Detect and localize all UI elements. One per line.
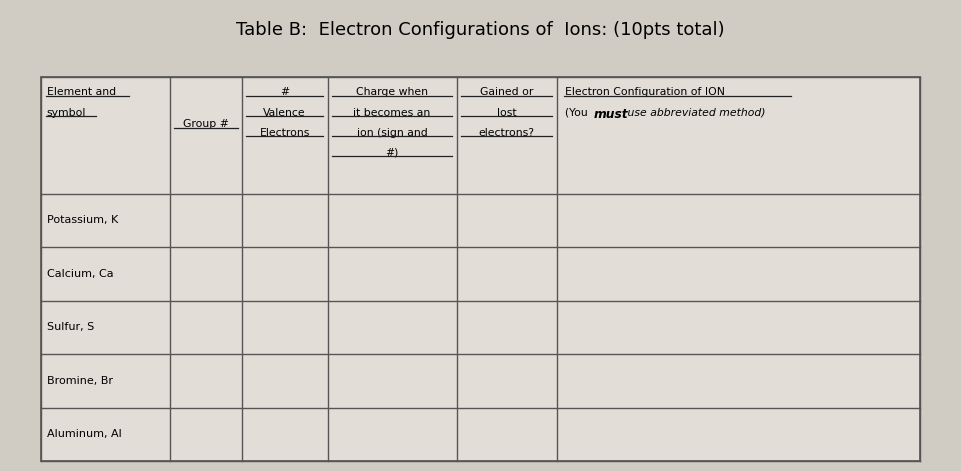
Text: must: must — [593, 107, 628, 121]
Text: use abbreviated method): use abbreviated method) — [624, 107, 765, 117]
Text: electrons?: electrons? — [479, 128, 534, 138]
Text: Element and: Element and — [47, 88, 116, 97]
Text: Electrons: Electrons — [259, 128, 309, 138]
Text: Charge when: Charge when — [357, 88, 428, 97]
Text: Calcium, Ca: Calcium, Ca — [47, 269, 113, 279]
Text: Aluminum, Al: Aluminum, Al — [47, 430, 121, 439]
Text: Table B:  Electron Configurations of  Ions: (10pts total): Table B: Electron Configurations of Ions… — [236, 21, 725, 40]
Text: lost: lost — [497, 107, 517, 117]
Text: Sulfur, S: Sulfur, S — [47, 323, 94, 333]
Text: Group #: Group # — [183, 119, 229, 129]
Text: (You: (You — [564, 107, 591, 117]
Text: Potassium, K: Potassium, K — [47, 215, 118, 225]
Text: symbol: symbol — [47, 107, 86, 117]
Text: ion (sign and: ion (sign and — [357, 128, 428, 138]
Text: Valence: Valence — [263, 107, 306, 117]
Text: #: # — [280, 88, 289, 97]
Text: it becomes an: it becomes an — [354, 107, 431, 117]
Text: Bromine, Br: Bromine, Br — [47, 376, 112, 386]
Text: Electron Configuration of ION: Electron Configuration of ION — [564, 88, 725, 97]
Text: Gained or: Gained or — [480, 88, 533, 97]
Text: #): #) — [385, 147, 399, 157]
Bar — [41, 77, 920, 461]
